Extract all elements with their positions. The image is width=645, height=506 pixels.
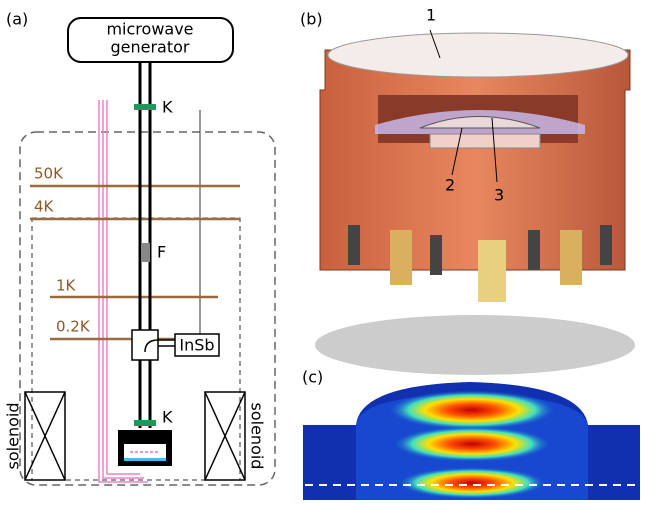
panel-label: (b) [300,10,323,29]
cryostat-render [315,32,635,375]
coupler [131,329,159,361]
callout-line [451,127,463,176]
callout: 2 [445,176,455,195]
detector-box [174,333,220,357]
stage-label: 4K [34,198,55,216]
mirror [124,458,166,461]
k-flange [134,104,156,110]
callout: 1 [426,6,436,25]
outer-cryostat [19,131,276,486]
k-label: K [162,98,173,117]
callout-line [429,29,441,59]
generator-label: microwave [106,20,193,39]
panel-label: (c) [302,368,323,387]
field-map [303,382,640,500]
coax-lines [98,100,148,483]
solenoid [24,391,246,481]
k-flange [134,420,156,426]
callout: 3 [494,186,504,205]
coupler-arm [144,339,175,353]
stage-label: 1K [56,277,77,295]
stage-label: 50K [34,165,64,183]
solenoid-label: solenoid [4,403,23,470]
filter [141,243,150,262]
detector-label: InSb [179,336,214,355]
solenoid-label: solenoid [248,403,267,470]
k-label: K [162,408,173,427]
generator-label: generator [110,38,189,57]
panel-label: (a) [6,10,28,29]
stage-plates [30,184,240,341]
generator-box [67,17,234,63]
stage-label: 0.2K [56,318,91,336]
callout-line [491,117,498,183]
filter-label: F [157,243,166,262]
